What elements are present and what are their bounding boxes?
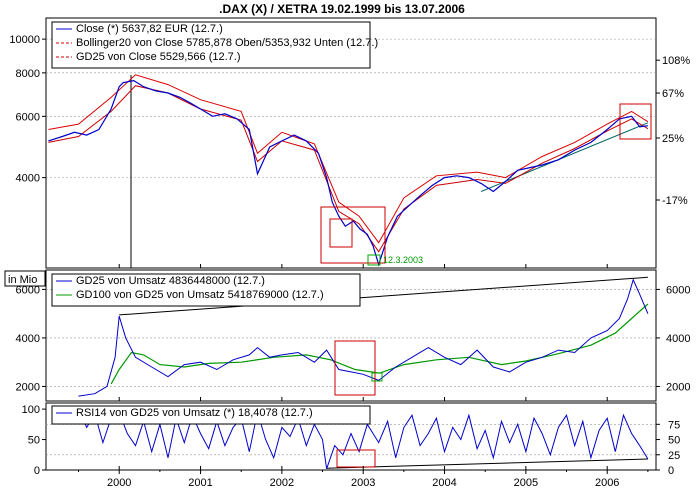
x-tick-label-0: 2000 (107, 477, 131, 489)
price-tick-label-right-3: -17% (662, 195, 688, 207)
volume-tick-label-right-1: 4000 (666, 333, 690, 345)
price-legend-label-1: Bollinger20 von Close 5785,878 Oben/5353… (76, 37, 378, 49)
price-tick-label-left-3: 4000 (16, 173, 40, 185)
rsi-tick-label-right-1: 50 (668, 435, 680, 447)
gd25-volume-line (78, 278, 649, 397)
price-legend-label-0: Close (*) 5637,82 EUR (12.7.) (76, 23, 223, 35)
close-line (48, 79, 648, 267)
rsi-legend: RSI14 von GD25 von Umsatz (*) 18,4078 (1… (51, 405, 371, 425)
price-panel: 10000 8000 6000 4000 108% 67% 25% -17% 12.3.20… (9, 17, 690, 269)
rsi-tick-label-left-0: 100 (22, 404, 40, 416)
price-y-axis-right: 108% 67% 25% -17% (656, 55, 690, 207)
volume-unit-label: in Mio (8, 274, 37, 286)
rsi-legend-label-0: RSI14 von GD25 von Umsatz (*) 18,4078 (1… (76, 407, 313, 419)
rsi-y-axis-left: 100 50 0 (22, 404, 46, 477)
price-y-axis-left: 10000 8000 6000 4000 (9, 34, 46, 185)
x-tick-label-3: 2003 (351, 477, 375, 489)
x-tick-label-6: 2006 (595, 477, 619, 489)
highlight-box-2006 (619, 103, 652, 140)
rsi-series (78, 408, 649, 469)
x-tick-label-5: 2005 (514, 477, 538, 489)
volume-legend-label-1: GD100 von GD25 von Umsatz 5418769000 (12… (76, 289, 324, 301)
volume-trendline (119, 276, 648, 316)
x-tick-label-4: 2004 (432, 477, 456, 489)
rsi-line (78, 408, 649, 469)
x-axis: 2000 2001 2002 2003 2004 2005 2006 (78, 264, 649, 489)
price-tick-label-left-1: 8000 (16, 68, 40, 80)
rsi-highlight-box (336, 449, 376, 468)
price-legend-label-2: GD25 von Close 5529,566 (12.7.) (76, 51, 241, 63)
gd100-line (110, 303, 649, 385)
price-legend: Close (*) 5637,82 EUR (12.7.) Bollinger20… (51, 21, 378, 69)
low-annotation: 12.3.2003 (383, 255, 423, 265)
volume-panel: 6000 4000 2000 6000 4000 2000 in Mio GD25 vo… (4, 269, 690, 402)
volume-highlight-box (334, 340, 376, 396)
rsi-tick-label-left-1: 50 (28, 435, 40, 447)
rsi-y-axis-right: 75 50 25 0 (656, 419, 680, 477)
low-marker-box (367, 254, 381, 266)
volume-low-marker (371, 372, 383, 382)
volume-series (78, 276, 649, 397)
highlight-box-low-small (329, 218, 353, 248)
volume-tick-label-left-2: 2000 (16, 381, 40, 393)
volume-y-axis-right: 6000 4000 2000 (656, 284, 690, 393)
rsi-tick-label-right-3: 0 (668, 465, 674, 477)
volume-tick-label-left-1: 4000 (16, 333, 40, 345)
rsi-legend-box (51, 405, 371, 425)
highlight-boxes (320, 103, 652, 266)
highlight-box-low-2002 (320, 206, 386, 264)
volume-legend-box (51, 273, 361, 307)
rsi-tick-label-left-2: 0 (34, 465, 40, 477)
bollinger-line (48, 74, 649, 244)
price-legend-box (51, 21, 371, 69)
volume-legend-label-0: GD25 von Umsatz 4836448000 (12.7.) (76, 275, 265, 287)
volume-y-axis-left: 6000 4000 2000 (16, 284, 46, 393)
price-tick-label-right-1: 67% (662, 88, 684, 100)
rsi-tick-label-right-0: 75 (668, 419, 680, 431)
x-tick-label-1: 2001 (188, 477, 212, 489)
volume-tick-label-right-0: 6000 (666, 284, 690, 296)
rsi-trendline (326, 458, 648, 469)
chart-title: .DAX (X) / XETRA 19.02.1999 bis 13.07.20… (219, 2, 465, 16)
volume-tick-label-left-0: 6000 (16, 284, 40, 296)
rsi-panel: 100 50 0 75 50 25 0 RSI14 von GD25 von Umsatz… (22, 402, 680, 477)
price-tick-label-left-0: 10000 (9, 34, 40, 46)
price-tick-label-left-2: 6000 (16, 111, 40, 123)
price-tick-label-right-2: 25% (662, 133, 684, 145)
volume-legend: GD25 von Umsatz 4836448000 (12.7.) GD100 … (51, 273, 361, 307)
volume-unit-box (4, 270, 46, 287)
price-tick-label-right-0: 108% (662, 55, 690, 67)
x-tick-label-2: 2002 (270, 477, 294, 489)
rsi-tick-label-right-2: 25 (668, 450, 680, 462)
volume-tick-label-right-2: 2000 (666, 381, 690, 393)
